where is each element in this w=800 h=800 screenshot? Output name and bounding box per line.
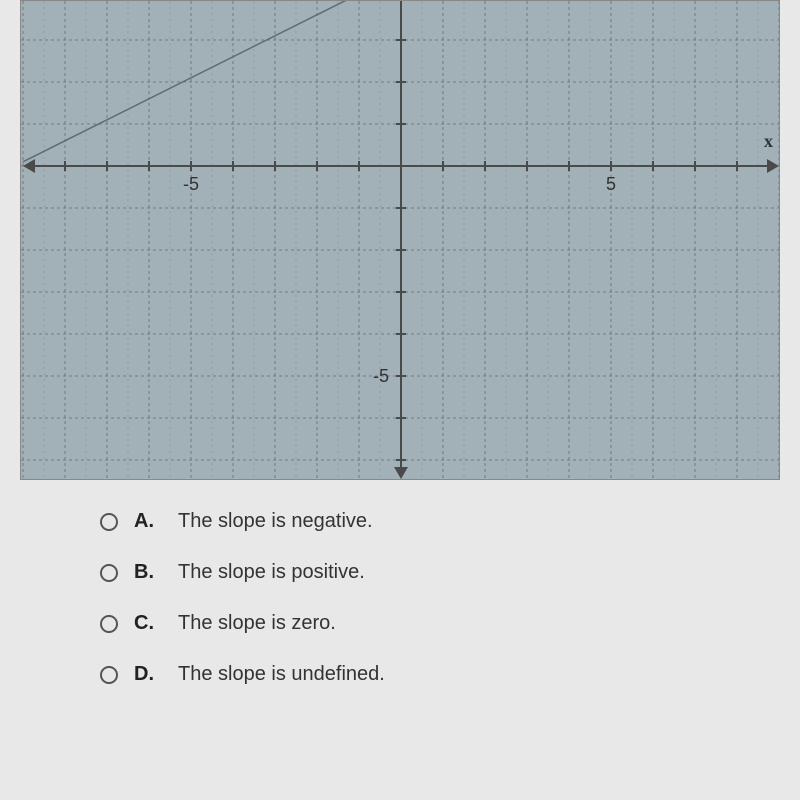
option-a-text: The slope is negative.: [178, 510, 373, 533]
option-c[interactable]: C. The slope is zero.: [100, 612, 780, 635]
option-d-letter: D.: [134, 663, 158, 686]
answer-options: A. The slope is negative. B. The slope i…: [20, 510, 780, 714]
radio-b[interactable]: [100, 564, 118, 582]
option-d[interactable]: D. The slope is undefined.: [100, 663, 780, 686]
svg-text:-5: -5: [183, 174, 199, 194]
option-a[interactable]: A. The slope is negative.: [100, 510, 780, 533]
option-b-text: The slope is positive.: [178, 561, 365, 584]
option-b[interactable]: B. The slope is positive.: [100, 561, 780, 584]
svg-text:-5: -5: [373, 366, 389, 386]
option-b-letter: B.: [134, 561, 158, 584]
option-d-text: The slope is undefined.: [178, 663, 385, 686]
radio-c[interactable]: [100, 615, 118, 633]
option-c-text: The slope is zero.: [178, 612, 336, 635]
coordinate-graph: -5 5 -5 x: [20, 0, 780, 480]
option-c-letter: C.: [134, 612, 158, 635]
option-a-letter: A.: [134, 510, 158, 533]
x-axis-label: x: [764, 131, 773, 152]
radio-a[interactable]: [100, 513, 118, 531]
svg-text:5: 5: [606, 174, 616, 194]
radio-d[interactable]: [100, 666, 118, 684]
graph-svg: -5 5 -5: [21, 1, 780, 480]
